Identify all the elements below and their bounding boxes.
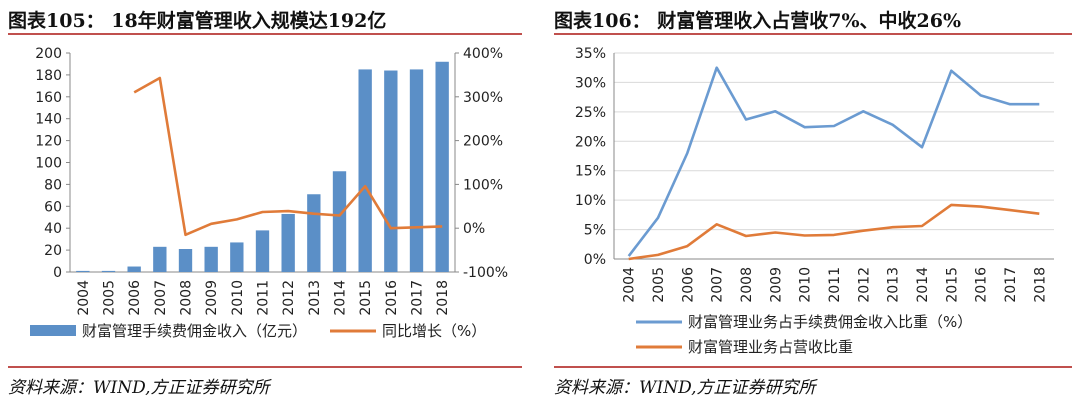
x-tick-label: 2006	[680, 267, 696, 303]
right-title-rule	[554, 33, 1072, 35]
left-y-tick-label: 80	[44, 177, 62, 193]
x-tick-label: 2016	[974, 267, 990, 303]
x-tick-label: 2018	[1032, 267, 1048, 303]
y-tick-label: 5%	[584, 223, 606, 239]
x-tick-label: 2010	[230, 280, 246, 316]
x-tick-label: 2007	[153, 280, 169, 316]
y-tick-label: 25%	[575, 105, 606, 121]
x-tick-label: 2012	[281, 280, 297, 316]
right-y-tick-label: -100%	[463, 265, 508, 281]
bar-2015	[358, 69, 372, 272]
bar-2016	[384, 70, 398, 273]
x-tick-label: 2015	[944, 267, 960, 303]
bar-2012	[281, 213, 295, 272]
right-y-tick-label: 400%	[463, 46, 503, 62]
x-tick-label: 2013	[886, 267, 902, 303]
right-y-tick-label: 0%	[463, 221, 485, 237]
right-y-tick-label: 200%	[463, 134, 503, 150]
bar-2009	[204, 246, 218, 272]
x-tick-label: 2009	[768, 267, 784, 303]
x-tick-label: 2012	[856, 267, 872, 303]
x-tick-label: 2004	[76, 280, 92, 316]
x-tick-label: 2017	[1003, 267, 1019, 303]
bar-2011	[255, 230, 270, 272]
y-tick-label: 35%	[575, 46, 606, 62]
right-y-tick-label: 300%	[463, 90, 503, 106]
left-chart-svg: 0 20 40 60 80 100 120 140 160 180 200 -100% 0% 100% 20…	[30, 46, 508, 340]
legend-bar-label: 财富管理手续费佣金收入（亿元）	[82, 322, 307, 340]
bar-2013	[307, 194, 321, 272]
left-y-tick-label: 60	[44, 199, 62, 215]
y-tick-label: 0%	[584, 252, 606, 268]
legend-line-label: 同比增长（%）	[382, 322, 486, 340]
left-y-tick-label: 0	[53, 265, 62, 281]
series-line-2	[628, 203, 1040, 261]
x-tick-label: 2016	[384, 280, 400, 316]
x-tick-label: 2017	[410, 280, 426, 316]
right-chart-title: 图表106： 财富管理收入占营收7%、中收26%	[554, 10, 962, 32]
bar-2004	[76, 270, 90, 272]
right-panel: 图表106： 财富管理收入占营收7%、中收26% 0% 5% 10% 15% 20% 25…	[546, 0, 1080, 403]
bar-2005	[101, 270, 116, 272]
x-tick-label: 2005	[102, 280, 118, 316]
right-chart-svg: 0% 5% 10% 15% 20% 25% 30% 35% 2004 2005 2006 2007 20…	[575, 46, 1054, 356]
left-title-rule	[8, 33, 522, 35]
x-tick-label: 2011	[827, 267, 843, 303]
left-y-tick-label: 120	[35, 134, 62, 150]
x-tick-label: 2008	[179, 280, 195, 316]
bar-2007	[153, 246, 167, 272]
bar-2017	[409, 69, 424, 272]
left-y-tick-label: 180	[35, 68, 62, 84]
y-tick-label: 10%	[575, 193, 606, 209]
left-y-tick-label: 20	[44, 243, 62, 259]
right-source-rule	[554, 366, 1072, 368]
x-tick-label: 2006	[127, 280, 143, 316]
x-tick-label: 2007	[710, 267, 726, 303]
x-tick-label: 2018	[435, 280, 451, 316]
legend-bar-swatch	[30, 325, 76, 336]
x-tick-label: 2014	[915, 267, 931, 303]
y-tick-label: 30%	[575, 75, 606, 91]
left-y-tick-label: 100	[35, 156, 62, 172]
x-tick-label: 2008	[739, 267, 755, 303]
bar-2006	[127, 266, 141, 272]
x-tick-label: 2010	[798, 267, 814, 303]
left-y-tick-label: 40	[44, 221, 62, 237]
series-line-1	[627, 66, 1040, 257]
bar-2008	[178, 249, 193, 272]
x-tick-label: 2004	[622, 267, 638, 303]
bar-2010	[230, 242, 244, 272]
x-tick-label: 2005	[651, 267, 667, 303]
y-tick-label: 20%	[575, 134, 606, 150]
left-y-tick-label: 160	[35, 90, 62, 106]
x-tick-label: 2011	[256, 280, 272, 316]
x-tick-label: 2014	[333, 280, 349, 316]
right-y-tick-label: 100%	[463, 177, 503, 193]
left-chart-title: 图表105： 18年财富管理收入规模达192亿	[8, 10, 387, 32]
legend-label-1: 财富管理业务占手续费佣金收入比重（%）	[688, 313, 972, 331]
bar-2018	[435, 61, 449, 273]
growth-line	[133, 76, 443, 237]
right-source: 资料来源：WIND,方正证券研究所	[554, 378, 816, 398]
x-tick-label: 2009	[204, 280, 220, 316]
legend-label-2: 财富管理业务占营收比重	[688, 338, 853, 356]
left-y-tick-label: 200	[35, 46, 62, 62]
left-source-rule	[8, 366, 522, 368]
y-tick-label: 15%	[575, 164, 606, 180]
left-panel: 图表105： 18年财富管理收入规模达192亿 0 20 40 60 80 100 120 1…	[0, 0, 530, 403]
left-y-tick-label: 140	[35, 112, 62, 128]
left-source: 资料来源：WIND,方正证券研究所	[8, 378, 270, 398]
x-tick-label: 2015	[358, 280, 374, 316]
bar-2014	[332, 171, 347, 272]
x-tick-label: 2013	[307, 280, 323, 316]
